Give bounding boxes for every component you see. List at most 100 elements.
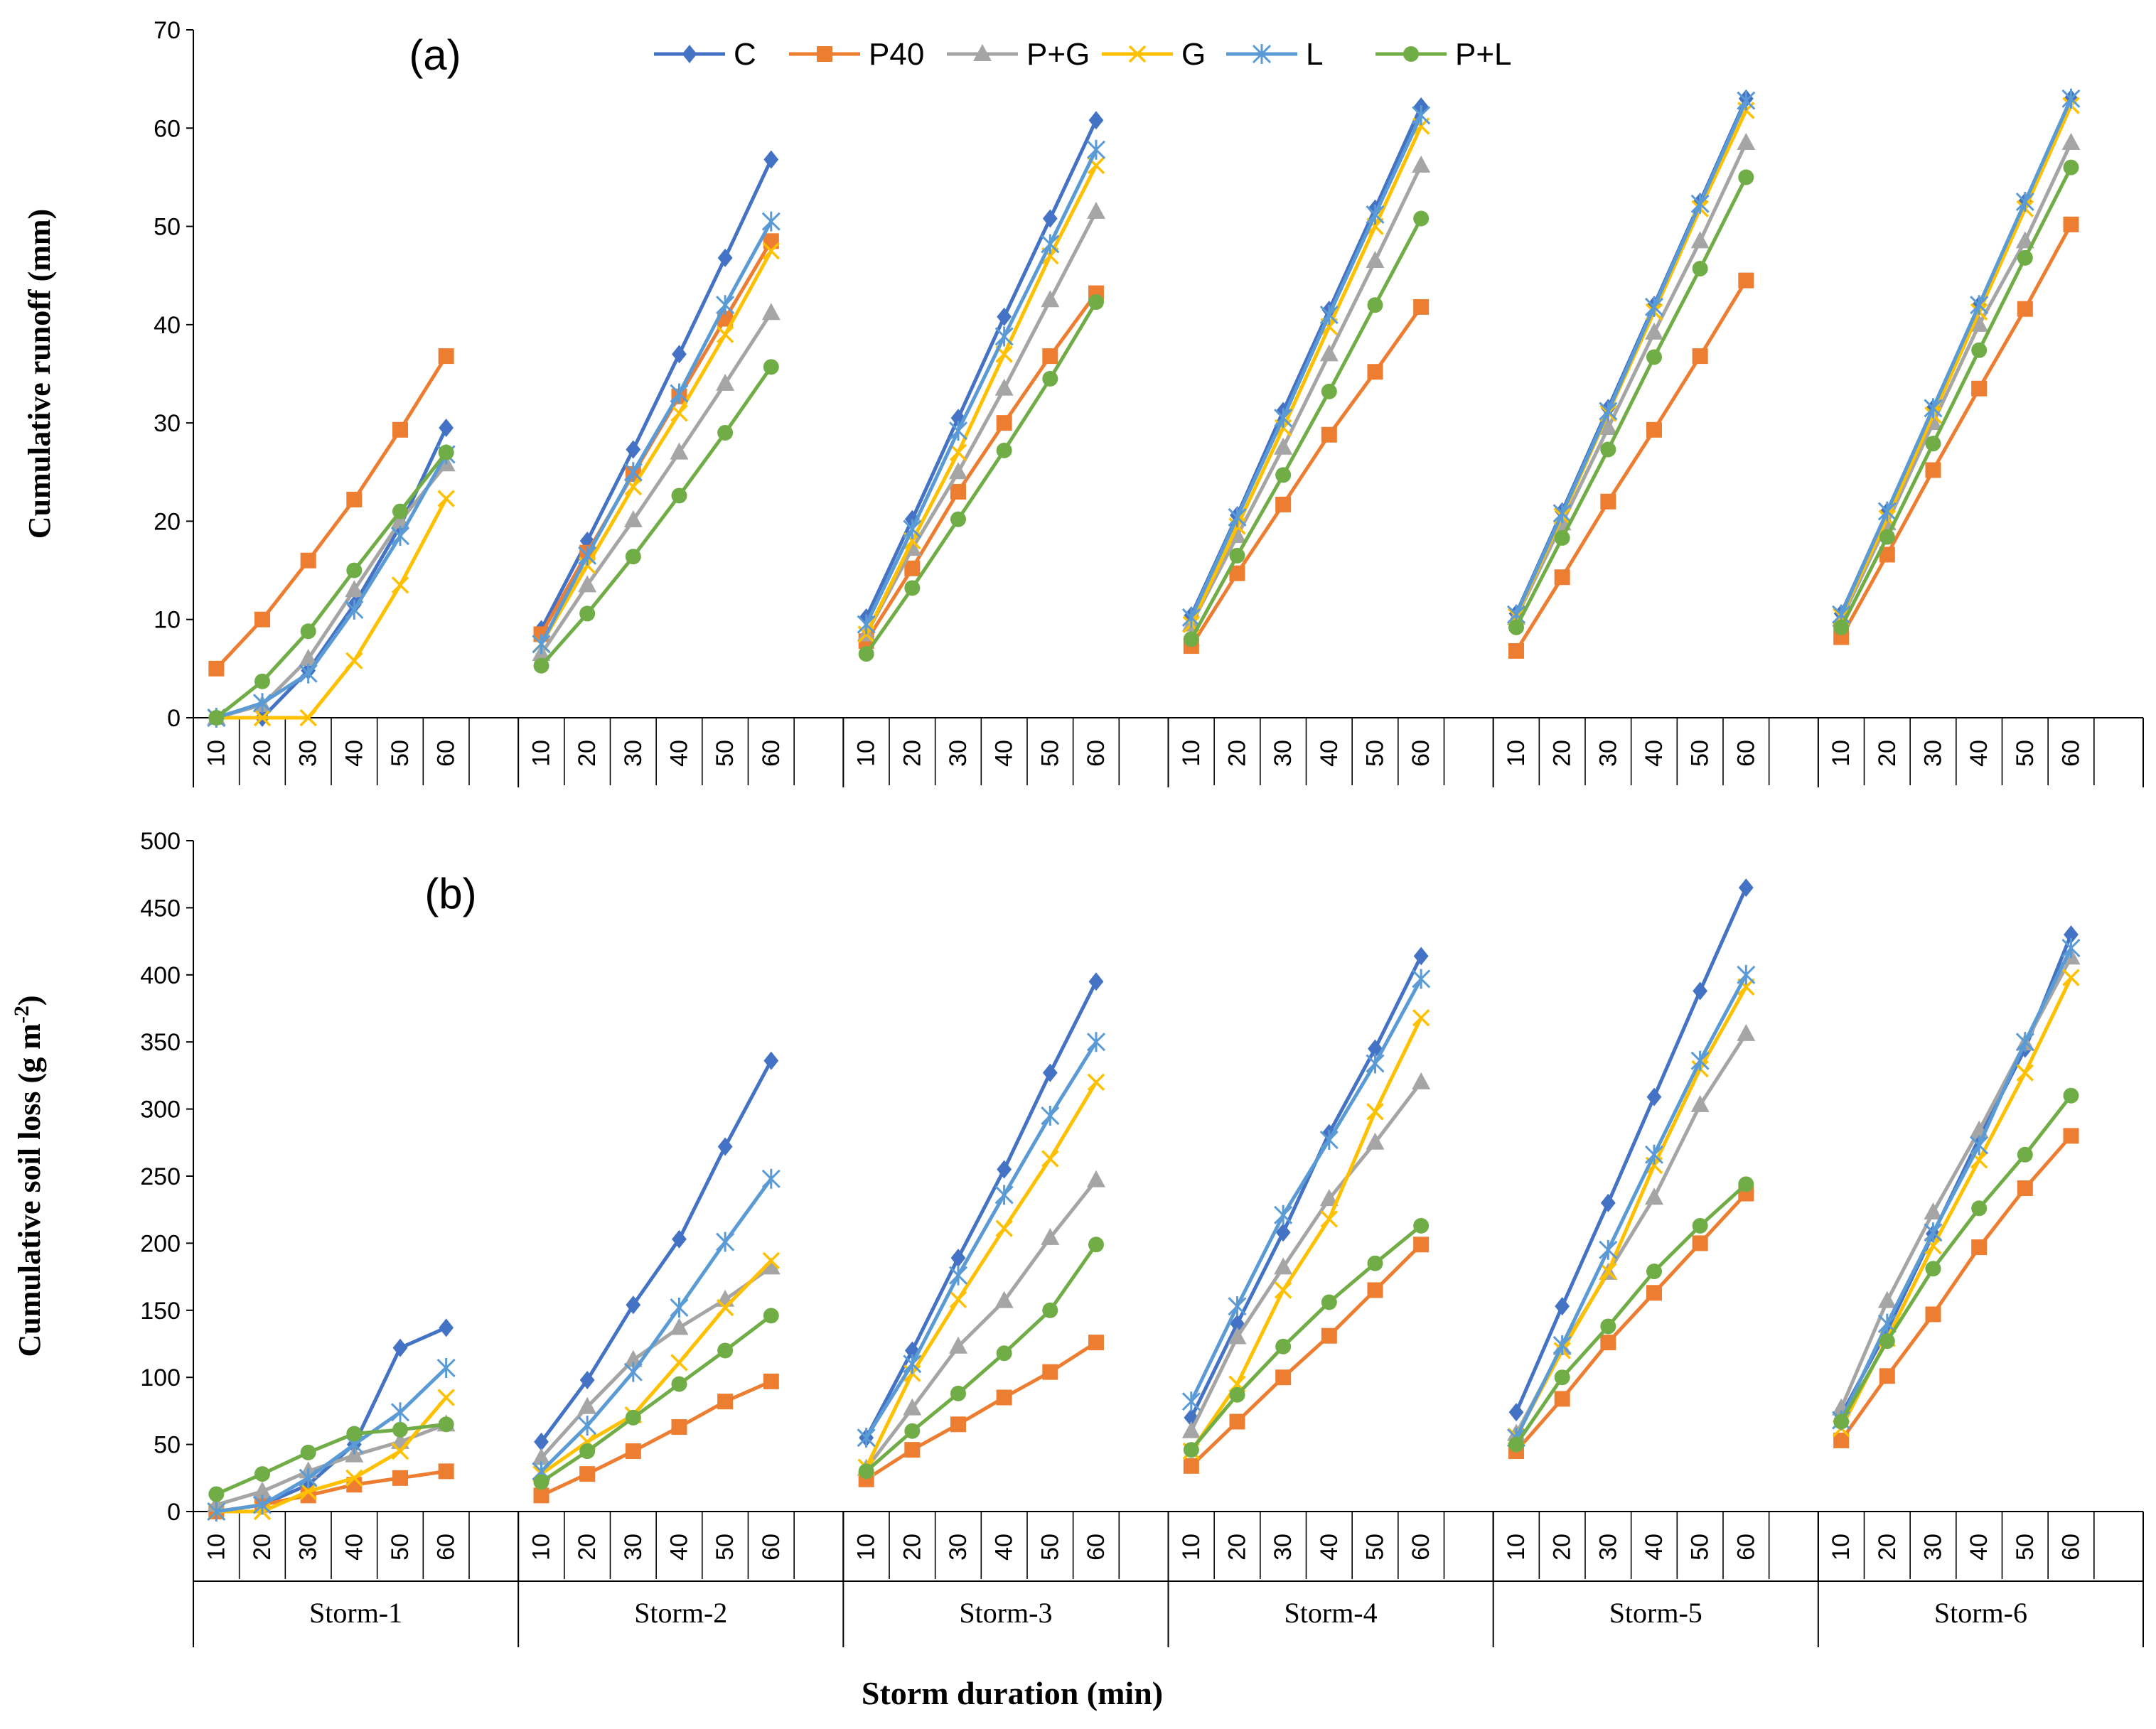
data-point	[1646, 1087, 1662, 1106]
x-tick-label: 60	[1083, 740, 1110, 767]
x-tick-label: 30	[1270, 740, 1297, 767]
x-tick-label: 40	[1641, 740, 1668, 767]
x-tick-label: 40	[665, 1534, 692, 1561]
data-point	[438, 1416, 454, 1433]
series-line	[540, 311, 773, 655]
x-tick-label: 20	[1549, 1534, 1576, 1561]
data-point	[903, 1354, 922, 1374]
series-line	[1839, 1094, 2073, 1423]
data-point	[1042, 1364, 1058, 1380]
data-point	[1366, 1053, 1385, 1074]
data-point	[1319, 305, 1339, 325]
data-point	[1644, 296, 1664, 317]
data-point	[345, 652, 363, 670]
data-point	[1644, 322, 1663, 340]
x-tick-label: 40	[340, 1534, 368, 1561]
series-line	[1189, 217, 1423, 640]
x-tick-label: 20	[1223, 1534, 1250, 1561]
data-point	[717, 1342, 734, 1359]
data-point	[1088, 111, 1104, 130]
y-axis-label-sup: -2	[10, 1006, 33, 1023]
data-point	[1367, 364, 1383, 380]
data-point	[1508, 1436, 1524, 1453]
series-g	[208, 969, 2080, 1521]
data-point	[763, 1051, 779, 1070]
data-point	[1366, 1103, 1384, 1121]
data-point	[1833, 1432, 1850, 1448]
data-point	[391, 1442, 409, 1460]
data-point	[1368, 1039, 1383, 1058]
data-point	[1690, 1050, 1710, 1071]
data-point	[950, 1416, 966, 1433]
y-tick-label: 10	[154, 607, 181, 634]
data-point	[1321, 1294, 1337, 1310]
data-point	[1646, 421, 1662, 438]
data-point	[626, 440, 641, 459]
x-tick-label: 20	[249, 740, 276, 767]
x-tick-label: 50	[387, 1534, 414, 1561]
x-tick-label: 60	[1407, 740, 1434, 767]
data-point	[949, 1291, 967, 1308]
data-point	[578, 575, 597, 593]
data-point	[1041, 1150, 1059, 1168]
series-line	[540, 158, 773, 630]
series-line	[1514, 1183, 1747, 1446]
data-point	[533, 1487, 549, 1504]
data-point	[1274, 1257, 1293, 1275]
x-tick-label: 50	[712, 740, 739, 767]
data-point	[1229, 565, 1245, 581]
series-line	[1839, 97, 2073, 615]
storm-group-label: Storm-5	[1609, 1597, 1702, 1629]
data-point	[1367, 1282, 1383, 1298]
data-point	[1229, 1413, 1245, 1430]
data-point	[391, 576, 409, 594]
data-point	[997, 1160, 1012, 1179]
data-point	[1088, 1237, 1104, 1253]
x-tick-label: 10	[1503, 1534, 1530, 1561]
data-point	[762, 1251, 781, 1270]
y-tick-label: 70	[154, 17, 181, 44]
x-tick-label: 10	[203, 1534, 230, 1561]
data-point	[1088, 972, 1104, 991]
data-point	[716, 1289, 735, 1307]
data-point	[623, 462, 643, 483]
x-tick-label: 60	[758, 1534, 785, 1561]
legend-label: P+G	[1026, 37, 1090, 72]
series-p-g	[207, 133, 2081, 725]
x-tick-label: 40	[1965, 1534, 1993, 1561]
data-point	[763, 233, 779, 249]
data-point	[345, 1469, 363, 1487]
series-line	[1839, 104, 2073, 618]
data-point	[948, 421, 968, 441]
x-tick-label: 20	[899, 740, 926, 767]
data-point	[1924, 1202, 1943, 1219]
data-point	[1690, 1094, 1710, 1112]
data-point	[1879, 1333, 1895, 1350]
data-point	[1183, 631, 1199, 647]
x-tick-label: 40	[665, 740, 692, 767]
legend-label: P+L	[1455, 37, 1512, 72]
x-tick-label: 60	[758, 740, 785, 767]
data-point	[1042, 348, 1058, 365]
data-point	[1181, 607, 1201, 627]
data-point	[1646, 1285, 1662, 1301]
data-point	[950, 1385, 966, 1401]
data-point	[761, 1257, 781, 1275]
panel-label: (b)	[424, 870, 476, 917]
data-point	[994, 378, 1014, 396]
data-point	[995, 1219, 1013, 1237]
y-axis-label-end: )	[12, 995, 47, 1006]
data-point	[1319, 1189, 1339, 1207]
series-line	[540, 249, 773, 645]
data-point	[1086, 1032, 1106, 1052]
data-point	[254, 1466, 270, 1482]
legend-item-p-l: P+L	[1375, 37, 1512, 72]
x-tick-label: 10	[203, 740, 230, 767]
data-point	[1042, 370, 1058, 387]
data-point	[2017, 1146, 2033, 1163]
legend-marker	[1128, 45, 1147, 63]
data-point	[1555, 1297, 1570, 1316]
data-point	[299, 663, 318, 684]
data-point	[763, 359, 779, 375]
series-line	[864, 301, 1098, 655]
